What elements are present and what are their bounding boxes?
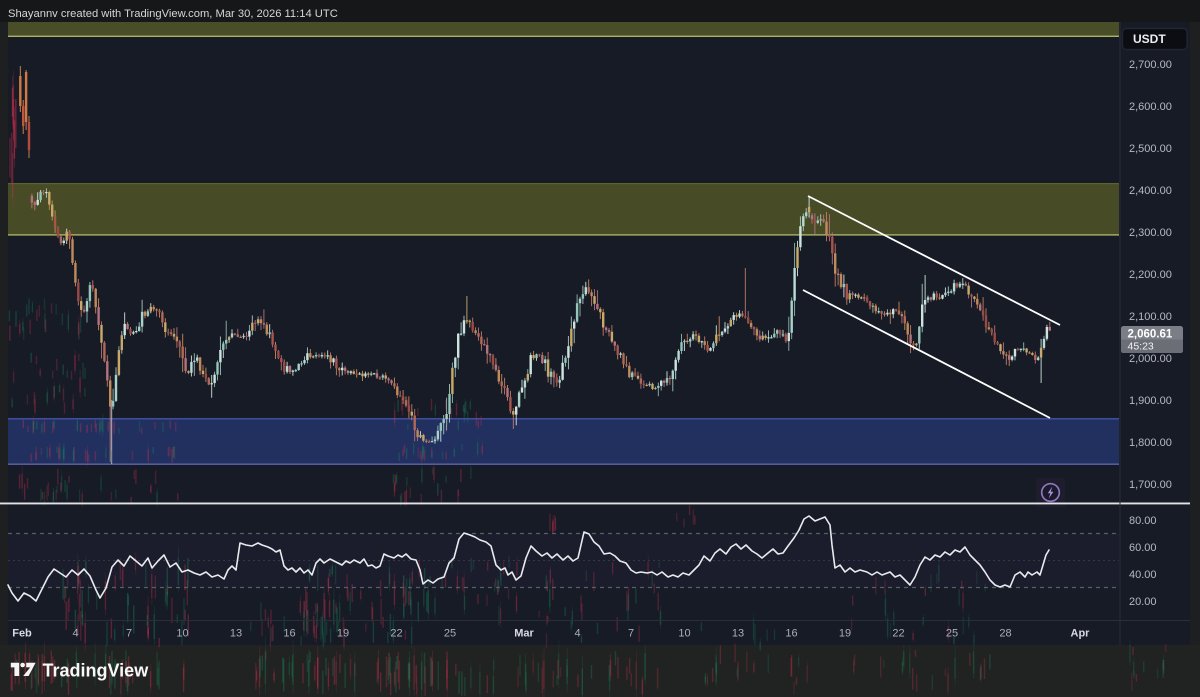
svg-text:13: 13 [732, 628, 744, 640]
svg-text:2,500.00: 2,500.00 [1129, 143, 1172, 155]
svg-text:1,900.00: 1,900.00 [1129, 395, 1172, 407]
svg-text:7: 7 [126, 628, 132, 640]
svg-text:20.00: 20.00 [1129, 596, 1157, 608]
svg-text:4: 4 [72, 628, 78, 640]
svg-text:Mar: Mar [514, 628, 534, 640]
svg-text:19: 19 [337, 628, 349, 640]
svg-text:Feb: Feb [12, 628, 32, 640]
svg-text:22: 22 [390, 628, 402, 640]
svg-text:16: 16 [785, 628, 797, 640]
svg-text:2,600.00: 2,600.00 [1129, 101, 1172, 113]
svg-text:16: 16 [283, 628, 295, 640]
svg-text:60.00: 60.00 [1129, 542, 1157, 554]
svg-text:1,800.00: 1,800.00 [1129, 437, 1172, 449]
svg-text:25: 25 [444, 628, 456, 640]
svg-text:2,060.61: 2,060.61 [1128, 329, 1173, 341]
svg-text:80.00: 80.00 [1129, 515, 1157, 527]
svg-text:4: 4 [574, 628, 580, 640]
svg-text:2,000.00: 2,000.00 [1129, 353, 1172, 365]
svg-text:2,700.00: 2,700.00 [1129, 59, 1172, 71]
svg-text:22: 22 [892, 628, 904, 640]
svg-text:19: 19 [839, 628, 851, 640]
svg-text:45:23: 45:23 [1128, 341, 1154, 353]
svg-text:Apr: Apr [1071, 628, 1091, 640]
svg-text:2,300.00: 2,300.00 [1129, 227, 1172, 239]
svg-text:25: 25 [946, 628, 958, 640]
svg-text:1,700.00: 1,700.00 [1129, 479, 1172, 491]
svg-text:7: 7 [628, 628, 634, 640]
svg-text:USDT: USDT [1133, 32, 1166, 46]
svg-text:2,400.00: 2,400.00 [1129, 185, 1172, 197]
svg-text:2,200.00: 2,200.00 [1129, 269, 1172, 281]
svg-text:10: 10 [176, 628, 188, 640]
svg-text:13: 13 [230, 628, 242, 640]
svg-text:Shayannv created with TradingV: Shayannv created with TradingView.com, M… [8, 8, 338, 20]
svg-text:2,100.00: 2,100.00 [1129, 311, 1172, 323]
svg-text:40.00: 40.00 [1129, 569, 1157, 581]
svg-text:10: 10 [678, 628, 690, 640]
svg-text:TradingView: TradingView [43, 661, 150, 681]
svg-text:28: 28 [999, 628, 1011, 640]
